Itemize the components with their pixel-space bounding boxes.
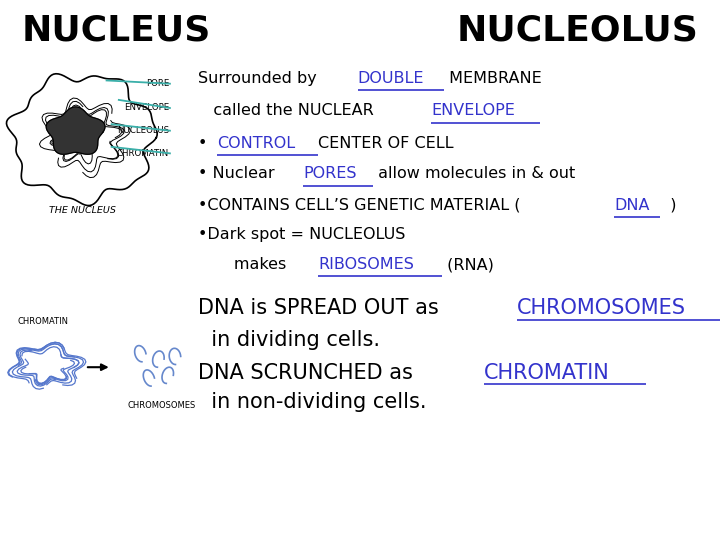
Text: PORE: PORE (146, 79, 169, 88)
Text: Surrounded by: Surrounded by (198, 71, 322, 86)
Text: CHROMATIN: CHROMATIN (484, 362, 610, 383)
Text: makes: makes (198, 257, 292, 272)
Text: DNA is SPREAD OUT as: DNA is SPREAD OUT as (198, 298, 446, 318)
Text: CONTROL: CONTROL (217, 136, 294, 151)
Text: CHROMATIN: CHROMATIN (18, 317, 68, 326)
Text: ): ) (660, 198, 676, 213)
Text: ENVELOPE: ENVELOPE (431, 103, 516, 118)
Text: in non-dividing cells.: in non-dividing cells. (198, 392, 426, 413)
Text: called the NUCLEAR: called the NUCLEAR (198, 103, 379, 118)
Text: • Nuclear: • Nuclear (198, 166, 280, 181)
Text: •Dark spot = NUCLEOLUS: •Dark spot = NUCLEOLUS (198, 227, 405, 242)
Text: CHROMATIN: CHROMATIN (117, 149, 169, 158)
Text: DNA: DNA (614, 198, 649, 213)
Text: allow molecules in & out: allow molecules in & out (372, 166, 575, 181)
Text: CENTER OF CELL: CENTER OF CELL (318, 136, 453, 151)
Polygon shape (46, 107, 105, 154)
Text: MEMBRANE: MEMBRANE (444, 71, 541, 86)
Text: •CONTAINS CELL’S GENETIC MATERIAL (: •CONTAINS CELL’S GENETIC MATERIAL ( (198, 198, 521, 213)
Text: DNA SCRUNCHED as: DNA SCRUNCHED as (198, 362, 420, 383)
Text: •: • (198, 136, 212, 151)
Text: RIBOSOMES: RIBOSOMES (318, 257, 414, 272)
Text: NUCLEOLUS: NUCLEOLUS (117, 126, 169, 135)
Text: (RNA): (RNA) (442, 257, 494, 272)
Text: DOUBLE: DOUBLE (358, 71, 424, 86)
Text: NUCLEOLUS: NUCLEOLUS (456, 14, 698, 48)
Text: in dividing cells.: in dividing cells. (198, 330, 380, 350)
Text: ENVELOPE: ENVELOPE (124, 104, 169, 112)
Text: CHROMOSOMES: CHROMOSOMES (128, 401, 196, 409)
Text: NUCLEUS: NUCLEUS (22, 14, 211, 48)
Text: CHROMOSOMES: CHROMOSOMES (517, 298, 686, 318)
Text: THE NUCLEUS: THE NUCLEUS (50, 206, 116, 215)
Text: PORES: PORES (304, 166, 357, 181)
